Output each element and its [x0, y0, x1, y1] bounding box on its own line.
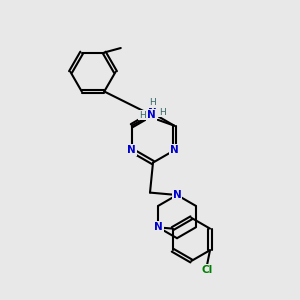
Text: H: H: [139, 111, 146, 120]
Text: N: N: [148, 108, 158, 118]
Text: N: N: [170, 145, 179, 155]
Text: N: N: [148, 107, 157, 117]
Text: H: H: [149, 98, 156, 107]
Text: N: N: [154, 222, 163, 233]
Text: Cl: Cl: [201, 265, 213, 275]
Text: N: N: [172, 190, 182, 200]
Text: N: N: [147, 110, 156, 120]
Text: N: N: [127, 145, 136, 155]
Text: H: H: [159, 108, 166, 117]
